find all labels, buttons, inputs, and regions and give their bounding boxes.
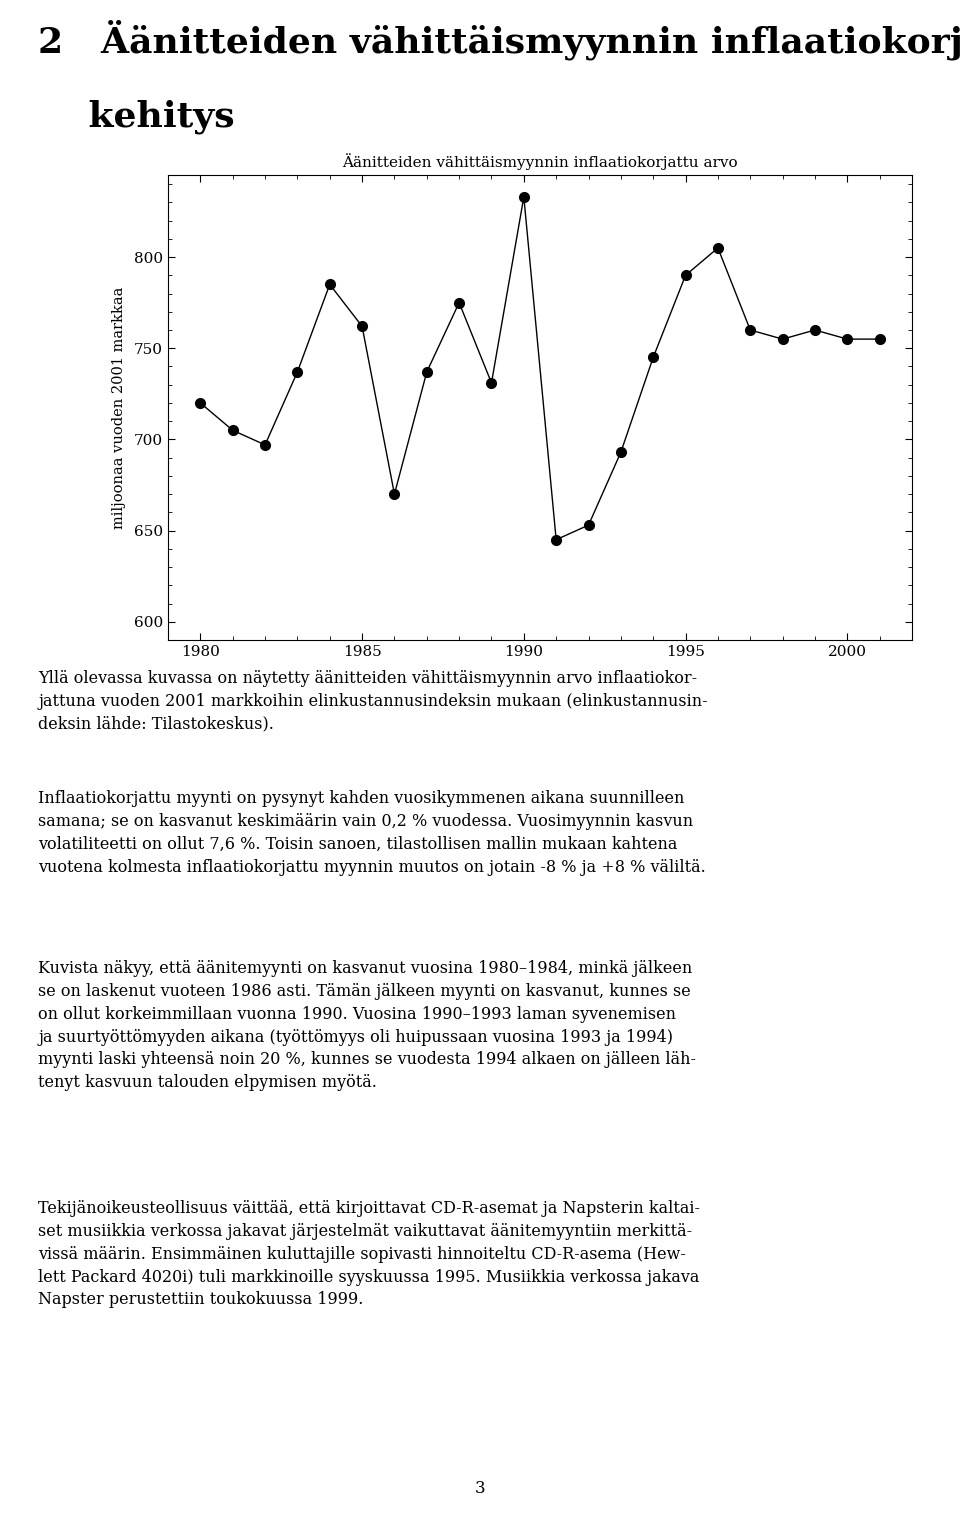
Title: Äänitteiden vähittäismyynnin inflaatiokorjattu arvo: Äänitteiden vähittäismyynnin inflaatioko… [342,153,738,169]
Text: Kuvista näkyy, että äänitemyynti on kasvanut vuosina 1980–1984, minkä jälkeen
se: Kuvista näkyy, että äänitemyynti on kasv… [38,960,696,1092]
Text: Tekijänoikeusteollisuus väittää, että kirjoittavat CD-R-asemat ja Napsterin kalt: Tekijänoikeusteollisuus väittää, että ki… [38,1200,701,1309]
Text: Yllä olevassa kuvassa on näytetty äänitteiden vähittäismyynnin arvo inflaatiokor: Yllä olevassa kuvassa on näytetty äänitt… [38,670,708,733]
Text: 3: 3 [474,1480,486,1496]
Y-axis label: miljoonaa vuoden 2001 markkaa: miljoonaa vuoden 2001 markkaa [111,287,126,528]
Text: 2   Äänitteiden vähittäismyynnin inflaatiokorjattu: 2 Äänitteiden vähittäismyynnin inflaatio… [38,20,960,61]
Text: kehitys: kehitys [38,99,235,134]
Text: Inflaatiokorjattu myynti on pysynyt kahden vuosikymmenen aikana suunnilleen
sama: Inflaatiokorjattu myynti on pysynyt kahd… [38,789,707,875]
